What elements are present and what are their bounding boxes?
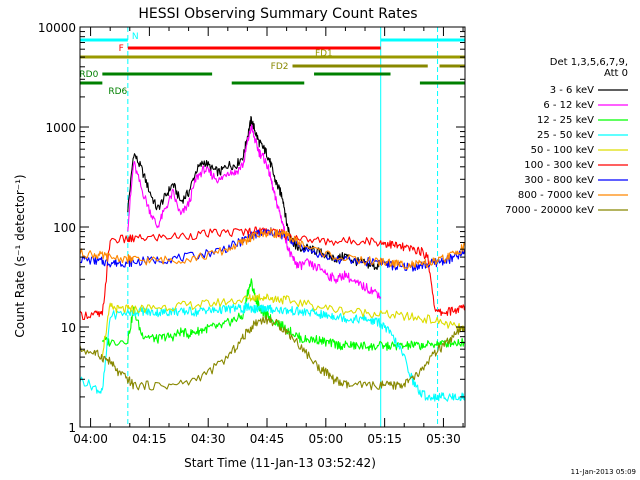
y-tick-label: 100 [53, 221, 76, 235]
x-axis-label: Start Time (11-Jan-13 03:52:42) [184, 456, 376, 470]
y-tick-label: 1000 [45, 121, 76, 135]
observing-boundaries [127, 27, 439, 427]
series-line [101, 278, 465, 352]
series-lines [80, 116, 465, 402]
legend-label: 25 - 50 keV [537, 130, 594, 141]
x-tick-label: 04:00 [73, 432, 108, 446]
legend-label: 50 - 100 keV [531, 145, 595, 156]
y-tick-label: 10000 [38, 21, 76, 35]
legend-label: 7000 - 20000 keV [505, 205, 594, 216]
series-line [80, 226, 465, 321]
series-line [101, 293, 465, 358]
legend-label: 12 - 25 keV [537, 115, 594, 126]
chart-title: HESSI Observing Summary Count Rates [138, 6, 417, 22]
x-tick-label: 05:30 [426, 432, 461, 446]
plot-axes: 04:00 04:15 04:30 04:45 05:00 05:15 05:30 1 10 10… [38, 21, 466, 446]
legend-label: 800 - 7000 keV [518, 190, 594, 201]
legend-title: Det 1,3,5,6,7,9, [550, 57, 628, 68]
x-tick-label: 04:30 [191, 432, 226, 446]
y-axis-label: Count Rate (s⁻¹ detector⁻¹) [13, 174, 27, 337]
x-tick-label: 05:00 [309, 432, 344, 446]
y-tick-label: 1 [68, 421, 76, 435]
legend-label: 6 - 12 keV [543, 100, 594, 111]
legend-label: 3 - 6 keV [550, 85, 594, 96]
observing-flags: NF FD1 FD2 RD0 RD6 [79, 32, 465, 97]
series-line [80, 227, 465, 270]
x-tick-label: 04:15 [132, 432, 167, 446]
series-line [80, 302, 465, 402]
legend-label: 100 - 300 keV [524, 160, 594, 171]
flag-label: RD0 [79, 70, 98, 80]
legend-label: 300 - 800 keV [524, 175, 594, 186]
flag-label: N [132, 32, 139, 42]
legend-title: Att 0 [604, 68, 628, 79]
flag-label: RD6 [108, 87, 127, 97]
legend: Det 1,3,5,6,7,9,Att 0 3 - 6 keV 6 - 12 keV… [505, 57, 628, 216]
timestamp: 11-Jan-2013 05:09 [571, 468, 636, 476]
series-line [127, 124, 382, 300]
flag-label: FD2 [271, 62, 289, 72]
y-tick-label: 10 [61, 321, 76, 335]
x-tick-label: 05:15 [367, 432, 402, 446]
series-line [127, 116, 382, 270]
flag-label: FD1 [315, 49, 333, 59]
series-line [80, 315, 465, 391]
x-tick-label: 04:45 [250, 432, 285, 446]
flag-label: F [119, 44, 124, 54]
